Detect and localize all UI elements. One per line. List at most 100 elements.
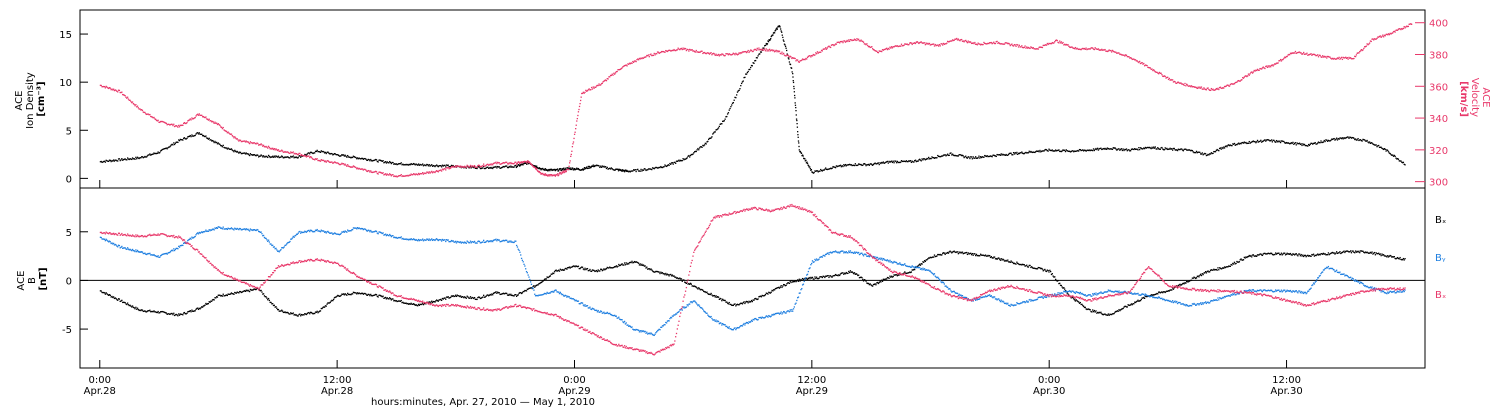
data-point <box>164 148 166 150</box>
data-point <box>586 166 588 168</box>
data-point <box>480 167 482 170</box>
data-point <box>212 298 214 301</box>
data-point <box>385 298 388 300</box>
data-point <box>1376 253 1378 255</box>
data-point <box>934 255 936 258</box>
data-point <box>134 158 136 160</box>
data-point <box>403 302 406 304</box>
data-point <box>1293 52 1296 54</box>
data-point <box>167 123 169 125</box>
data-point <box>846 272 848 275</box>
data-point <box>1261 67 1264 69</box>
data-point <box>573 133 576 136</box>
data-point <box>750 66 752 69</box>
data-point <box>238 152 240 154</box>
data-point <box>782 285 784 287</box>
data-point <box>619 68 622 70</box>
data-point <box>295 156 297 159</box>
data-point <box>1097 48 1100 50</box>
data-point <box>868 283 871 286</box>
data-point <box>558 170 560 172</box>
data-point <box>436 164 438 166</box>
data-point <box>791 71 793 73</box>
data-point <box>825 48 828 50</box>
data-point <box>838 274 840 276</box>
data-point <box>333 152 336 155</box>
data-point <box>205 116 207 118</box>
data-point <box>1244 75 1246 77</box>
data-point <box>118 158 121 160</box>
data-point <box>1128 149 1130 151</box>
data-point <box>120 246 122 249</box>
data-point <box>970 41 972 43</box>
data-point <box>262 293 264 295</box>
data-point <box>766 43 769 45</box>
data-point <box>506 161 508 164</box>
data-point <box>886 276 889 279</box>
data-point <box>246 153 248 155</box>
data-point <box>728 301 730 304</box>
data-point <box>492 292 495 295</box>
data-point <box>161 310 163 313</box>
data-point <box>681 48 683 51</box>
data-point <box>595 164 598 166</box>
data-point <box>1357 137 1359 140</box>
data-point <box>1143 147 1145 149</box>
data-point <box>1264 252 1266 255</box>
data-point <box>178 314 181 316</box>
data-point <box>1106 314 1109 316</box>
data-point <box>1142 297 1144 299</box>
data-point <box>200 307 202 309</box>
data-point <box>1050 43 1053 45</box>
data-point <box>1133 58 1135 60</box>
data-point <box>301 314 303 316</box>
data-point <box>569 168 571 171</box>
data-point <box>1331 138 1333 140</box>
data-point <box>868 164 871 166</box>
data-point <box>244 153 247 155</box>
data-point <box>140 109 142 111</box>
data-point <box>450 165 452 168</box>
data-point <box>934 43 936 46</box>
data-point <box>569 160 571 162</box>
data-point <box>979 157 981 159</box>
data-point <box>262 156 264 158</box>
data-point <box>1318 141 1320 144</box>
data-point <box>289 313 291 315</box>
data-point <box>381 160 383 162</box>
data-point <box>575 265 577 267</box>
data-point <box>842 41 844 44</box>
data-point <box>407 163 409 166</box>
data-point <box>1393 154 1395 157</box>
data-point <box>317 312 319 314</box>
data-point <box>1131 58 1133 61</box>
data-point <box>1347 58 1349 60</box>
data-point <box>1293 143 1295 145</box>
data-point <box>561 169 564 171</box>
data-point <box>220 295 222 297</box>
data-point <box>866 43 868 45</box>
data-point <box>1082 305 1085 307</box>
data-point <box>801 154 804 156</box>
data-point <box>1326 57 1328 59</box>
data-point <box>1021 46 1024 49</box>
data-point <box>1205 89 1208 91</box>
data-point <box>1083 149 1086 151</box>
data-point <box>1229 144 1231 146</box>
data-point <box>1305 256 1307 258</box>
data-point <box>741 303 744 305</box>
data-point <box>145 113 148 116</box>
data-point <box>1188 85 1190 87</box>
data-point <box>580 96 582 98</box>
data-point <box>1069 46 1072 49</box>
data-point <box>1321 141 1324 144</box>
data-point <box>460 166 463 168</box>
data-point <box>784 285 786 287</box>
data-point <box>763 295 765 297</box>
data-point <box>855 273 857 275</box>
bottom-panel: -505 ACE B [nT] Bₓ Bᵧ Bₓ <box>16 187 1446 369</box>
data-point <box>1379 35 1381 37</box>
data-point <box>510 165 512 167</box>
data-point <box>1384 255 1386 257</box>
data-point <box>1261 254 1264 257</box>
